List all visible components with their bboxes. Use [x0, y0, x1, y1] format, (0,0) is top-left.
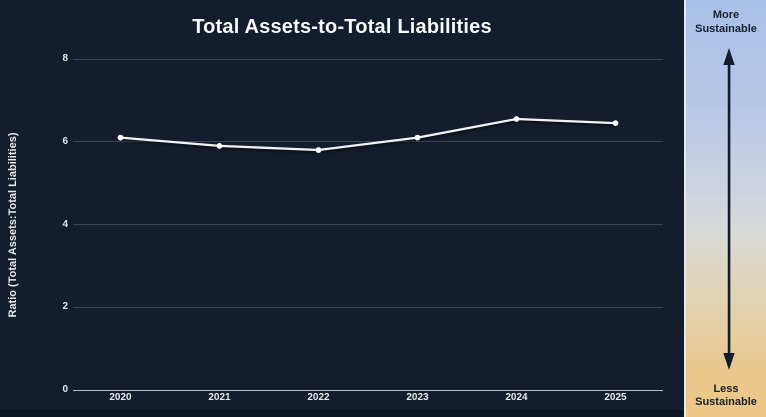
x-tick-label: 2021: [208, 392, 231, 403]
double-arrow-icon: [723, 48, 735, 370]
more-sustainable-label: More Sustainable: [695, 9, 757, 35]
figure-bottom-edge: [0, 410, 684, 417]
less-sustainable-label: Less Sustainable: [695, 382, 757, 409]
gridline: [73, 141, 663, 143]
series-line: [120, 117, 616, 152]
line-series: [117, 116, 619, 153]
gridline: [73, 306, 663, 308]
y-tick-label: 2: [62, 301, 68, 313]
chart-title: Total Assets-to-Total Liabilities: [192, 16, 492, 38]
x-axis-line: [73, 389, 663, 391]
y-tick-label: 4: [62, 218, 68, 230]
gridline: [73, 224, 663, 225]
plot-area: [73, 58, 663, 391]
data-point-marker: [315, 147, 322, 153]
x-tick-label: 2025: [604, 392, 627, 403]
x-tick-label: 2023: [406, 392, 429, 403]
data-point-marker: [513, 116, 520, 122]
data-point-marker: [612, 120, 619, 127]
sustainability-legend: More Sustainable Less Sustainable: [684, 0, 766, 417]
y-tick-label: 0: [62, 384, 68, 395]
gridline: [73, 58, 663, 60]
x-tick-label: 2024: [505, 392, 528, 403]
data-point-marker: [414, 134, 421, 141]
chart-area: Total Assets-to-Total Liabilities Ratio …: [0, 0, 684, 417]
y-tick-label: 6: [62, 135, 68, 147]
x-tick-label: 2022: [307, 392, 330, 403]
data-point-marker: [117, 134, 124, 141]
x-tick-label: 2020: [109, 392, 132, 403]
data-point-marker: [216, 142, 223, 149]
y-tick-label: 8: [62, 53, 68, 64]
